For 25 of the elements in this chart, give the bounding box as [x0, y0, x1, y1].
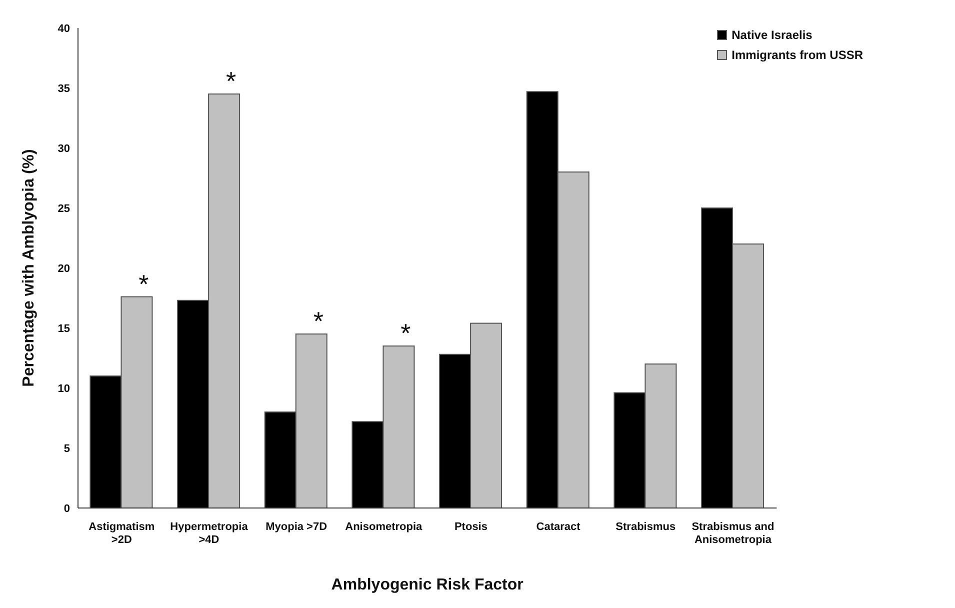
x-tick-label: Ptosis	[454, 521, 488, 533]
annotation: *	[226, 66, 236, 96]
x-tick-label: Strabismus and Anisometropia	[692, 521, 774, 546]
annotation: *	[138, 268, 149, 299]
y-tick-label: 15	[58, 322, 70, 335]
legend-label: Native Israelis	[732, 28, 812, 42]
y-tick-label: 10	[58, 382, 70, 395]
y-tick-label: 40	[58, 22, 70, 35]
legend-label: Immigrants from USSR	[732, 48, 863, 62]
x-tick-label: Strabismus	[616, 521, 676, 533]
y-tick-label: 0	[64, 502, 70, 515]
y-tick-label: 25	[58, 202, 70, 215]
x-tick-label: Cataract	[536, 521, 581, 533]
y-axis-title: Percentage with Amblyopia (%)	[20, 149, 38, 387]
x-tick-label: Hypermetropia >4D	[170, 521, 249, 546]
y-tick-label: 30	[58, 142, 70, 155]
x-tick-label: Astigmatism >2D	[88, 521, 155, 546]
y-tick-label: 20	[58, 262, 70, 275]
x-axis-title: Amblyogenic Risk Factor	[331, 576, 524, 594]
annotation: *	[313, 306, 324, 336]
x-tick-label: Anisometropia	[345, 521, 424, 533]
annotation: *	[400, 318, 411, 348]
x-tick-label: Myopia >7D	[266, 521, 328, 533]
y-tick-label: 5	[64, 442, 70, 455]
y-tick-label: 35	[58, 82, 70, 95]
